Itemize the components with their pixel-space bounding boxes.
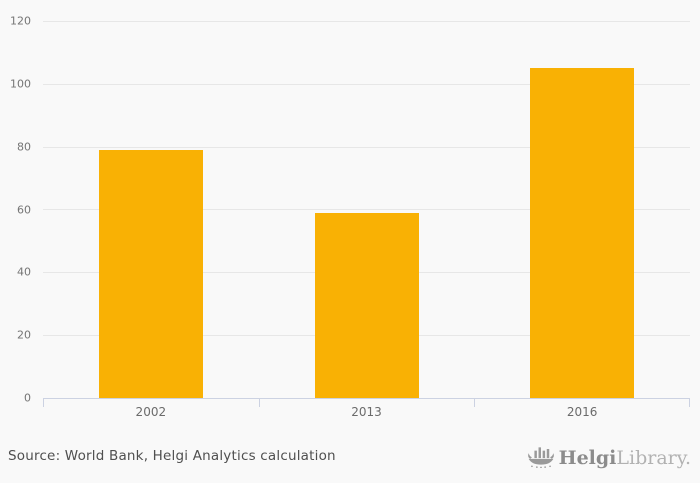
y-axis-tick-label-0: 0 [24,391,31,405]
viking-ship-bar-chart-icon [527,444,555,472]
y-axis-tick-label-40: 40 [17,265,31,279]
x-axis-tick-label-2013: 2013 [351,405,382,419]
source-note: Source: World Bank, Helgi Analytics calc… [8,448,336,464]
y-axis-tick-label-20: 20 [17,328,31,342]
plot-area: 2002 2013 2016 [43,21,690,419]
gridline-80 [43,147,690,148]
bar-2016[interactable] [530,68,635,398]
bar-2002[interactable] [98,150,203,398]
bar-2013[interactable] [314,213,419,398]
helgilibrary-logo: HelgiLibrary. [527,444,691,472]
x-axis-tick [689,398,690,407]
logo-wordmark: HelgiLibrary. [559,445,691,471]
logo-text-helgi: Helgi [558,447,617,469]
x-axis-tick-label-2016: 2016 [566,405,598,419]
x-axis-tick [259,398,260,407]
y-axis-tick-label-80: 80 [17,140,31,154]
x-axis-tick [474,398,475,407]
y-axis-tick-label-60: 60 [17,203,31,216]
y-axis-tick-label-100: 100 [10,77,31,91]
x-axis-tick-label-2002: 2002 [135,405,167,419]
logo-text-library: Library. [616,447,691,469]
gridline-100 [43,84,690,85]
y-axis-tick-label-120: 120 [10,14,31,28]
x-axis-tick [43,398,44,407]
y-axis: 0 20 40 60 80 100 120 [0,15,36,405]
gridline-120 [43,21,690,22]
gridline-60 [43,209,690,210]
